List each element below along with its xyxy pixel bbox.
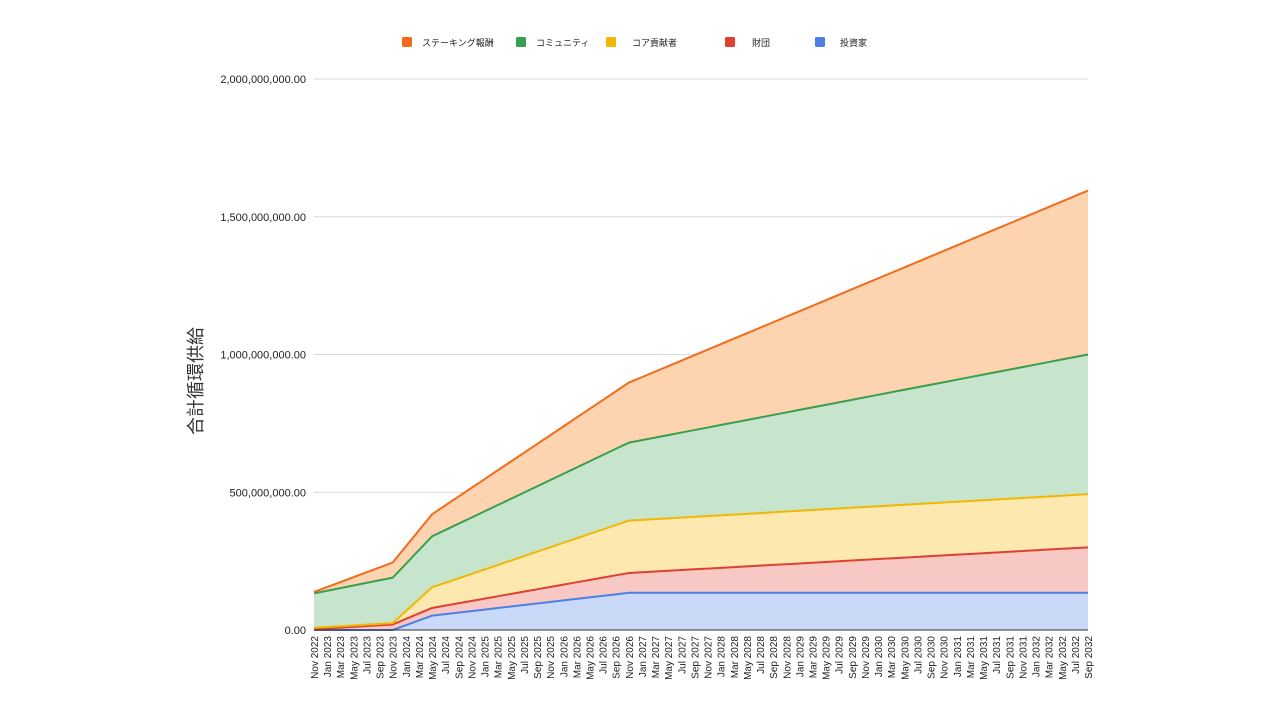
- series-line: [313, 546, 1089, 631]
- x-tick-label: Jan 2023: [323, 636, 334, 678]
- x-tick-label: May 2027: [664, 636, 675, 680]
- x-tick-label: Sep 2032: [1084, 636, 1095, 679]
- x-tick-label: Nov 2029: [861, 636, 872, 679]
- x-tick-label: Jul 2032: [1071, 636, 1082, 674]
- x-tick-label: Sep 2029: [848, 636, 859, 679]
- y-tick-label: 0.00: [285, 625, 306, 637]
- legend-swatch: [516, 37, 526, 47]
- x-tick-label: Jan 2024: [402, 636, 413, 678]
- x-tick-label: Jul 2023: [362, 636, 373, 674]
- x-tick-label: May 2028: [743, 636, 754, 680]
- y-tick-label: 2,000,000,000.00: [220, 74, 306, 86]
- x-tick-label: Nov 2025: [546, 636, 557, 679]
- x-tick-label: Jul 2026: [599, 636, 610, 674]
- x-tick-label: Nov 2027: [704, 636, 715, 679]
- x-tick-label: Jul 2029: [835, 636, 846, 674]
- x-tick-label: Nov 2028: [782, 636, 793, 679]
- x-tick-label: Jan 2026: [559, 636, 570, 678]
- x-tick-label: Sep 2027: [690, 636, 701, 679]
- legend-item: コア貢献者: [606, 37, 677, 48]
- x-tick-label: Mar 2032: [1045, 636, 1056, 679]
- x-tick-label: Mar 2026: [572, 636, 583, 679]
- x-tick-label: May 2023: [349, 636, 360, 680]
- x-tick-label: Nov 2022: [310, 636, 321, 679]
- series-areas: [314, 190, 1088, 630]
- legend-label: コア貢献者: [632, 37, 677, 48]
- x-tick-label: May 2030: [900, 636, 911, 680]
- series-area: [314, 494, 1088, 630]
- x-tick-label: Nov 2023: [389, 636, 400, 679]
- x-tick-label: Sep 2024: [454, 636, 465, 679]
- x-tick-label: Mar 2028: [730, 636, 741, 679]
- x-tick-label: Jan 2027: [638, 636, 649, 678]
- x-tick-label: Mar 2029: [809, 636, 820, 679]
- x-tick-label: May 2025: [507, 636, 518, 680]
- series-area: [314, 592, 1088, 630]
- x-tick-label: Nov 2026: [625, 636, 636, 679]
- legend-item: 財団: [725, 37, 770, 48]
- x-tick-label: Mar 2025: [494, 636, 505, 679]
- x-tick-label: Jul 2030: [913, 636, 924, 674]
- y-tick-label: 500,000,000.00: [230, 487, 306, 499]
- x-tick-label: Jul 2028: [756, 636, 767, 674]
- y-axis-label: 合計循環供給: [186, 327, 206, 435]
- series-line: [313, 493, 1089, 629]
- x-tick-label: Sep 2028: [769, 636, 780, 679]
- legend-label: ステーキング報酬: [422, 37, 494, 48]
- legend-label: 財団: [752, 37, 770, 48]
- x-tick-label: Jan 2025: [481, 636, 492, 678]
- x-tick-label: Sep 2026: [612, 636, 623, 679]
- x-tick-label: Jan 2032: [1032, 636, 1043, 678]
- legend-label: コミュニティ: [536, 38, 589, 48]
- x-tick-label: Mar 2030: [887, 636, 898, 679]
- x-tick-label: May 2032: [1058, 636, 1069, 680]
- x-tick-label: Nov 2031: [1018, 636, 1029, 679]
- legend-swatch: [606, 37, 616, 47]
- x-tick-label: Mar 2024: [415, 636, 426, 679]
- x-tick-label: Jul 2025: [520, 636, 531, 674]
- series-line: [314, 591, 1088, 631]
- legend-item: ステーキング報酬: [402, 37, 494, 48]
- legend: ステーキング報酬 コミュニティ コア貢献者 財団 投資家: [402, 37, 867, 48]
- x-tick-label: Jan 2029: [795, 636, 806, 678]
- legend-swatch: [402, 37, 412, 47]
- x-tick-label: Jan 2028: [717, 636, 728, 678]
- x-tick-label: Jan 2030: [874, 636, 885, 678]
- x-tick-label: May 2031: [979, 636, 990, 680]
- x-tick-label: Jul 2027: [677, 636, 688, 674]
- legend-item: 投資家: [815, 37, 867, 48]
- x-tick-label: Jul 2024: [441, 636, 452, 674]
- y-tick-label: 1,500,000,000.00: [220, 212, 306, 224]
- series-line: [313, 353, 1089, 595]
- series-line: [313, 189, 1089, 593]
- x-tick-label: May 2026: [585, 636, 596, 680]
- series-lines: [313, 189, 1089, 631]
- y-tick-label: 1,000,000,000.00: [220, 350, 306, 362]
- x-tick-label: Sep 2031: [1005, 636, 1016, 679]
- legend-swatch: [725, 37, 735, 47]
- x-tick-label: Jan 2031: [953, 636, 964, 678]
- x-tick-label: Nov 2024: [467, 636, 478, 679]
- x-tick-label: Mar 2027: [651, 636, 662, 679]
- legend-label: 投資家: [840, 37, 867, 48]
- x-tick-label: Sep 2023: [376, 636, 387, 679]
- x-tick-label: Sep 2030: [927, 636, 938, 679]
- x-tick-label: May 2029: [822, 636, 833, 680]
- x-tick-label: Mar 2023: [336, 636, 347, 679]
- series-area: [314, 354, 1088, 628]
- x-tick-label: Nov 2030: [940, 636, 951, 679]
- legend-item: コミュニティ: [516, 37, 589, 48]
- series-area: [314, 547, 1088, 630]
- legend-swatch: [815, 37, 825, 47]
- x-tick-label: Mar 2031: [966, 636, 977, 679]
- x-tick-label: Jul 2031: [992, 636, 1003, 674]
- series-area: [314, 190, 1088, 594]
- x-tick-label: Sep 2025: [533, 636, 544, 679]
- axes: 0.00 500,000,000.00 1,000,000,000.00 1,500,…: [220, 74, 1095, 680]
- x-tick-label: May 2024: [428, 636, 439, 680]
